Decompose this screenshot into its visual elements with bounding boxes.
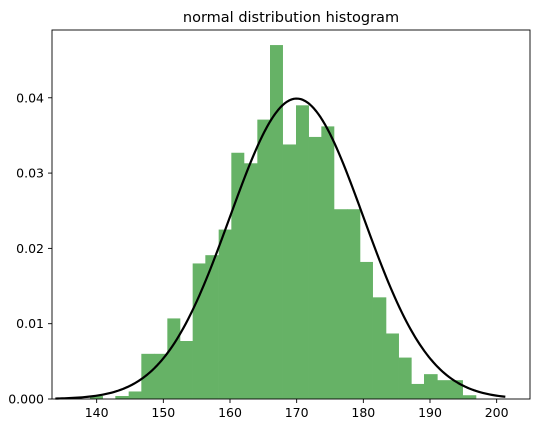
x-tick-label: 200 xyxy=(485,405,509,420)
histogram-bar xyxy=(192,263,206,399)
histogram-bar xyxy=(205,255,219,399)
histogram-bar xyxy=(115,395,129,399)
histogram-bar xyxy=(218,229,232,399)
x-tick-label: 160 xyxy=(218,405,242,420)
y-tick-label: 0.03 xyxy=(16,166,44,181)
histogram-bar xyxy=(360,261,373,399)
histogram-bar xyxy=(257,119,271,400)
histogram-bar xyxy=(321,126,335,399)
histogram-bar xyxy=(437,380,451,399)
y-tick-label: 0.01 xyxy=(16,316,44,331)
x-tick-label: 180 xyxy=(351,405,375,420)
histogram-bar xyxy=(398,357,412,399)
y-tick-label: 0.000 xyxy=(8,392,44,407)
histogram-bar xyxy=(424,374,438,399)
x-tick-label: 140 xyxy=(85,405,109,420)
histogram-bar xyxy=(231,152,245,399)
histogram-bar xyxy=(180,341,193,399)
histogram-bars xyxy=(90,45,477,400)
x-tick-label: 190 xyxy=(418,405,442,420)
chart-title: normal distribution histogram xyxy=(183,10,399,26)
histogram-bar xyxy=(141,353,155,399)
histogram-bar xyxy=(462,395,477,399)
histogram-bar xyxy=(372,297,387,399)
plot-frame xyxy=(51,29,531,400)
histogram-bar xyxy=(334,209,348,399)
y-tick-label: 0.04 xyxy=(16,90,44,105)
histogram-bar xyxy=(244,163,258,399)
histogram-bar xyxy=(282,144,297,399)
y-axis: 0.000 0.01 0.02 0.03 0.04 xyxy=(8,90,52,407)
histogram-bar xyxy=(347,209,361,399)
y-tick-label: 0.02 xyxy=(16,241,44,256)
histogram-bar xyxy=(90,395,103,399)
histogram-bar xyxy=(167,318,181,399)
histogram-bar xyxy=(128,391,142,399)
x-tick-label: 170 xyxy=(285,405,309,420)
histogram-bar xyxy=(386,333,399,399)
normal-pdf-curve xyxy=(55,97,506,400)
x-tick-label: 150 xyxy=(151,405,175,420)
histogram-bar xyxy=(411,383,425,399)
x-axis: 140 150 160 170 180 190 200 xyxy=(85,399,509,420)
histogram-bar xyxy=(270,45,283,400)
histogram-bar xyxy=(296,105,309,399)
histogram-bar xyxy=(308,136,322,399)
